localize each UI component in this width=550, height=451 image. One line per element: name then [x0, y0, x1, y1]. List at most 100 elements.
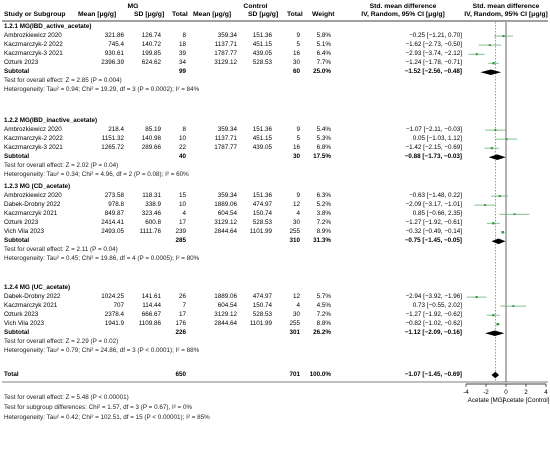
subgroup-effect-test: Test for overall effect: Z = 2.02 (P = 0…: [4, 162, 119, 170]
study-m2: 3129.12: [214, 311, 237, 319]
study-ci: −2.09 [−3.17, −1.01]: [405, 201, 462, 209]
study-point: [501, 231, 505, 234]
subtotal-weight: 25.0%: [313, 68, 331, 76]
study-sd2: 474.97: [252, 293, 272, 301]
study-name: Ambrozkiewicz 2020: [4, 126, 62, 134]
header-study-col: Study or Subgroup: [4, 11, 66, 18]
study-m2: 2844.64: [214, 320, 237, 328]
study-n1: 10: [178, 135, 186, 143]
subtotal-label: Subtotal: [4, 237, 30, 245]
study-w: 7.2%: [316, 219, 331, 227]
study-n2: 12: [292, 201, 300, 209]
study-sd2: 150.74: [252, 302, 272, 310]
study-w: 6.3%: [316, 192, 331, 200]
study-n1: 39: [178, 50, 186, 58]
study-m2: 3129.12: [214, 59, 237, 67]
study-name: Ozturk 2023: [4, 219, 39, 227]
study-point: [490, 147, 493, 150]
study-m1: 1941.9: [104, 320, 124, 328]
study-ci: −1.62 [−2.73, −0.50]: [405, 41, 462, 49]
study-n1: 17: [178, 311, 186, 319]
subtotal-diamond: [480, 69, 502, 76]
study-ci: −0.32 [−0.49, −0.14]: [405, 228, 462, 236]
header-smd-title: Std. mean difference: [369, 3, 437, 10]
subtotal-n1: 285: [175, 237, 186, 245]
subtotal-diamond: [491, 238, 506, 245]
study-name: Dabek-Drobny 2022: [4, 293, 61, 301]
study-sd1: 126.74: [141, 32, 161, 40]
study-sd2: 151.36: [252, 192, 272, 200]
subtotal-label: Subtotal: [4, 329, 30, 337]
subtotal-diamond: [488, 154, 506, 160]
study-m1: 218.4: [108, 126, 124, 134]
subtotal-label: Subtotal: [4, 68, 30, 76]
study-m1: 745.4: [108, 41, 124, 49]
header-plot-title: Std. mean difference: [472, 3, 540, 10]
study-m1: 978.8: [108, 201, 124, 209]
study-sd2: 528.53: [252, 311, 272, 319]
total-diamond: [491, 371, 500, 379]
study-m2: 359.34: [217, 126, 237, 134]
x-tick-label: -2: [483, 389, 489, 396]
study-ci: −0.25 [−1.21, 0.70]: [409, 32, 462, 40]
study-m2: 1137.71: [214, 41, 237, 49]
study-m1: 1151.32: [101, 135, 124, 143]
footer-test-line: Test for overall effect: Z = 5.48 (P < 0…: [4, 394, 129, 401]
study-name: Kaczmarczyk 2021: [4, 210, 58, 218]
header-mean1: Mean [μg/g]: [78, 11, 117, 18]
subgroup-title: 1.2.1 MG(IBD_active_acetate): [4, 23, 92, 30]
study-n2: 9: [296, 32, 300, 40]
study-n2: 255: [289, 228, 300, 236]
study-n1: 7: [182, 302, 186, 310]
study-sd2: 528.53: [252, 59, 272, 67]
study-w: 8.8%: [316, 320, 331, 328]
subgroup-effect-test: Test for overall effect: Z = 2.85 (P = 0…: [4, 77, 122, 85]
study-sd1: 199.85: [141, 50, 161, 58]
study-n2: 16: [292, 50, 300, 58]
study-sd1: 338.9: [145, 201, 161, 209]
header-total2: Total: [287, 11, 303, 18]
subtotal-weight: 26.2%: [313, 329, 331, 337]
study-sd1: 666.67: [141, 311, 161, 319]
study-w: 7.2%: [316, 311, 331, 319]
subgroup-heterogeneity: Heterogeneity: Tau² = 0.34; Chi² = 4.96,…: [4, 171, 189, 179]
study-name: Kaczmarczyk-2 2022: [4, 135, 63, 143]
subtotal-ci: −0.88 [−1.73, −0.03]: [404, 153, 462, 161]
subgroup-effect-test: Test for overall effect: Z = 2.29 (P = 0…: [4, 338, 119, 346]
study-point: [475, 53, 478, 56]
study-point: [492, 314, 495, 317]
subtotal-ci: −1.52 [−2.56, −0.48]: [404, 68, 462, 76]
subtotal-label: Subtotal: [4, 153, 30, 161]
study-point: [512, 305, 515, 308]
study-name: Kaczmarczyk-2 2022: [4, 41, 63, 49]
footer-test-line: Heterogeneity: Tau² = 0.42; Chi² = 102.5…: [4, 414, 210, 421]
study-ci: −0.63 [−1.48, 0.22]: [409, 192, 462, 200]
study-m1: 707: [113, 302, 124, 310]
study-point: [496, 322, 500, 326]
study-point: [492, 222, 495, 225]
study-sd1: 141.61: [141, 293, 161, 301]
study-n2: 30: [292, 219, 300, 227]
subtotal-n2: 301: [289, 329, 300, 337]
study-name: Ozturk 2023: [4, 311, 39, 319]
study-w: 3.8%: [316, 210, 331, 218]
header-mean2: Mean [μg/g]: [193, 11, 232, 18]
subgroup-title: 1.2.4 MG (UC_acetate): [4, 284, 71, 291]
study-name: Dabek-Drobny 2022: [4, 201, 61, 209]
total-n1: 650: [175, 371, 186, 378]
study-m1: 321.86: [104, 32, 124, 40]
footer-test-line: Test for subgroup differences: Chi² = 1.…: [4, 404, 193, 411]
study-ci: −2.93 [−3.74, −2.12]: [405, 50, 462, 58]
study-sd1: 323.46: [141, 210, 161, 218]
study-w: 5.7%: [316, 293, 331, 301]
study-sd1: 1111.76: [139, 228, 161, 236]
study-point: [484, 204, 487, 207]
header-total1: Total: [172, 11, 188, 18]
study-ci: 0.73 [−0.55, 2.02]: [412, 302, 462, 310]
total-n2: 701: [289, 371, 300, 378]
study-sd2: 439.05: [252, 144, 272, 152]
study-m2: 359.34: [217, 32, 237, 40]
study-point: [492, 62, 495, 65]
study-ci: −1.24 [−1.78, −0.71]: [405, 59, 462, 67]
study-n1: 8: [182, 126, 186, 134]
